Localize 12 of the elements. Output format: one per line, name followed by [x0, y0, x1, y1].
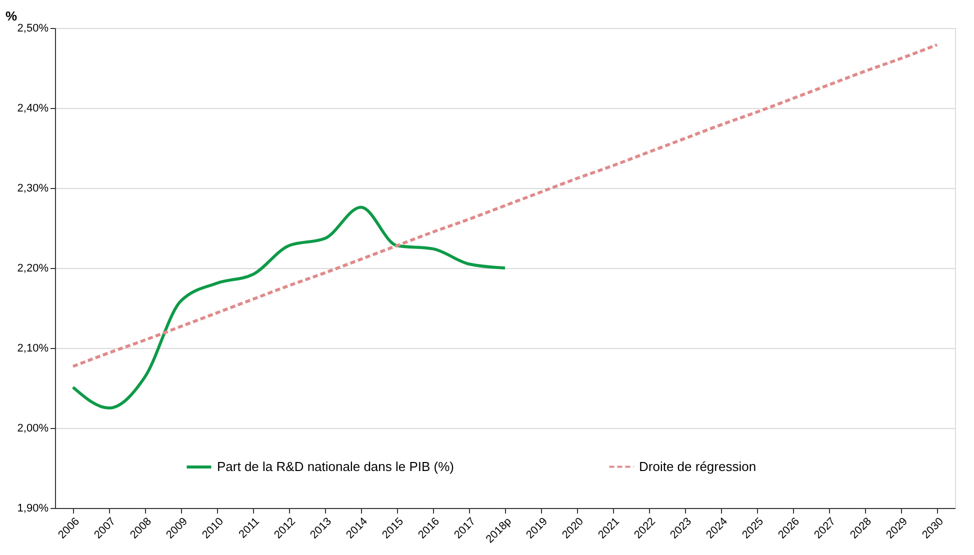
y-tick-label: 2,50% — [17, 22, 49, 34]
y-tick-label: 2,20% — [17, 262, 49, 274]
line-series — [72, 43, 938, 368]
y-tick-label: 1,90% — [17, 502, 49, 514]
legend-label: Part de la R&D nationale dans le PIB (%) — [217, 459, 454, 474]
y-tick-label: 2,10% — [17, 342, 49, 354]
y-tick-label: 2,30% — [17, 182, 49, 194]
y-tick-label: 2,40% — [17, 102, 49, 114]
y-tick-label: 2,00% — [17, 422, 49, 434]
line-series — [72, 206, 506, 410]
y-axis-title: % — [6, 8, 18, 24]
legend-label: Droite de régression — [639, 458, 756, 474]
